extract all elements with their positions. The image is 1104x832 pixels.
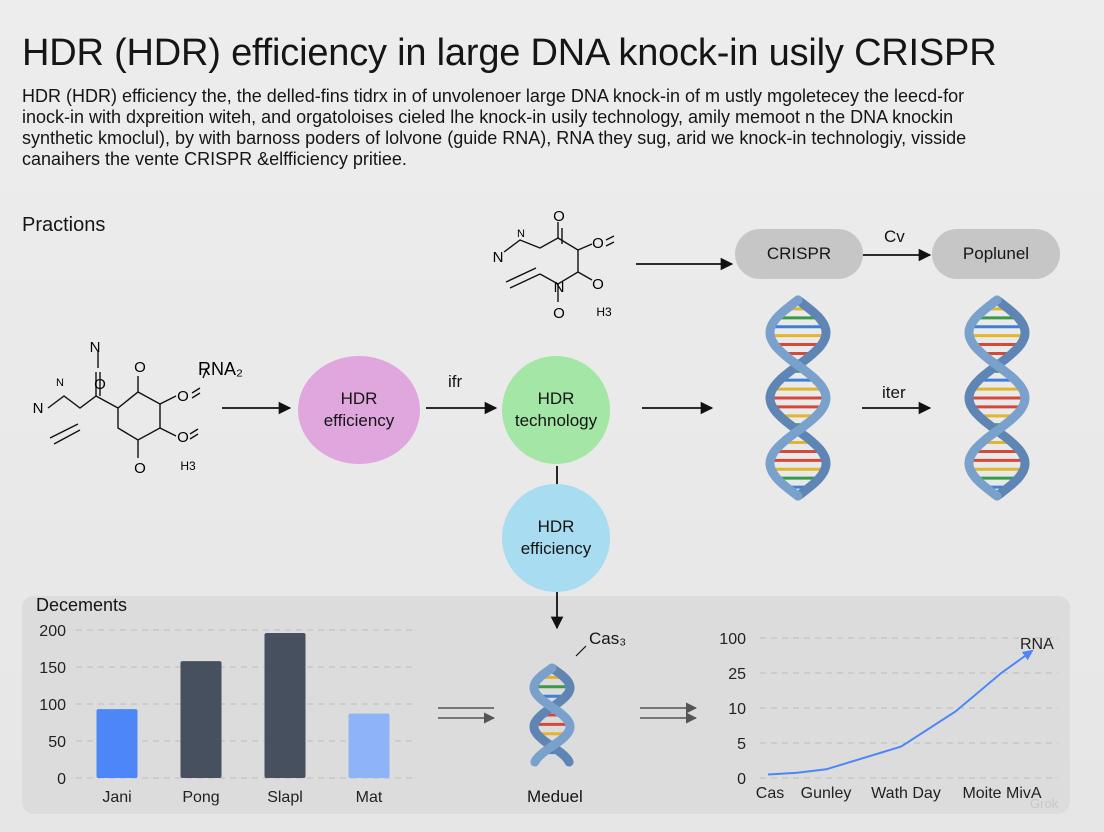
y-tick-label: 10 [728, 701, 746, 718]
section-label: Practions [22, 214, 106, 236]
y-tick-label: 100 [719, 631, 746, 648]
edge-label-cas3: Cas₃ [589, 629, 627, 648]
mol2-atom: N [554, 279, 565, 296]
mol2-atom: O [592, 235, 604, 252]
pill-poplunel: Poplunel [932, 229, 1060, 279]
line-chart: 0 5 10 25 100 RNA Cas Gunley Wath Day Moite MivA [719, 631, 1058, 802]
bar [348, 713, 390, 778]
y-tick-label: 0 [57, 771, 66, 788]
node-hdr-efficiency-2: HDR efficiency [502, 484, 610, 592]
y-tick-label: 200 [39, 623, 66, 640]
helix-strand [529, 663, 575, 767]
dna-helix-large-1 [765, 295, 831, 501]
helix-strand [765, 295, 831, 501]
molecule-structure-1 [47, 352, 208, 458]
mol1-atom: O [134, 359, 146, 376]
edge-label-ifr: ifr [448, 372, 463, 391]
mol1-atom: N [90, 339, 101, 356]
x-tick-label: Mat [356, 789, 383, 806]
x-tick-label: Slapl [267, 789, 303, 806]
x-tick-label: Jani [102, 789, 131, 806]
series-label: RNA [1020, 636, 1054, 653]
x-tick-label: Moite MivA [962, 785, 1041, 802]
node-hdr-efficiency: HDR efficiency [298, 356, 420, 464]
mol1-atom: O [177, 429, 189, 446]
mol2-atom: O [592, 276, 604, 293]
mol1-atom: H3 [180, 459, 196, 473]
mol2-atom: H3 [596, 305, 612, 319]
series-line [767, 651, 1032, 776]
y-tick-label: 25 [728, 666, 746, 683]
edge-label-iter: iter [882, 383, 906, 402]
double-arrows [438, 702, 698, 724]
helix-strand [765, 295, 831, 501]
x-tick-label: Cas [756, 785, 784, 802]
helix-strand [964, 295, 1030, 501]
cas-pointer [575, 645, 587, 657]
pill-crispr: CRISPR [735, 229, 863, 279]
bar [264, 632, 306, 778]
helix-strand [964, 295, 1030, 501]
x-tick-label: Pong [182, 789, 219, 806]
watermark: Grok [1030, 796, 1059, 811]
mol2-atom: O [553, 305, 565, 322]
edge-label-cv: Cv [884, 227, 905, 246]
mol2-atom: N [493, 249, 504, 266]
intro-paragraph: HDR (HDR) efficiency the, the delled-fin… [22, 86, 967, 169]
page-title: HDR (HDR) efficiency in large DNA knock-… [22, 32, 997, 74]
bar [180, 661, 222, 778]
bar-chart: 0 50 100 150 200 Jani Pong Slapl Mat [39, 623, 412, 806]
mol1-atom: N [33, 400, 44, 417]
y-tick-label: 100 [39, 697, 66, 714]
mol1-atom: O [177, 388, 189, 405]
bar [96, 709, 138, 778]
x-tick-label: Gunley [801, 785, 852, 802]
panel-label: Decements [36, 595, 128, 615]
dna-helix-small [529, 663, 575, 767]
y-tick-label: 0 [737, 771, 746, 788]
y-tick-label: 50 [48, 734, 66, 751]
molecule-structure-2 [503, 222, 615, 302]
mol1-atom: N [56, 377, 64, 389]
y-tick-label: 5 [737, 736, 746, 753]
dna-helix-large-2 [964, 295, 1030, 501]
mol2-atom: N [517, 228, 525, 240]
helix-label-meduel: Meduel [527, 787, 583, 806]
mol2-atom: O [553, 208, 565, 225]
dna-helices [529, 295, 1030, 767]
mol1-label: RNA₂ [198, 359, 243, 379]
node-hdr-technology: HDR technology [502, 356, 610, 464]
mol1-atom: O [134, 460, 146, 477]
y-tick-label: 150 [39, 660, 66, 677]
series-arrowhead [1021, 649, 1034, 661]
mol1-atom: O [94, 376, 106, 393]
x-tick-label: Wath Day [871, 785, 941, 802]
